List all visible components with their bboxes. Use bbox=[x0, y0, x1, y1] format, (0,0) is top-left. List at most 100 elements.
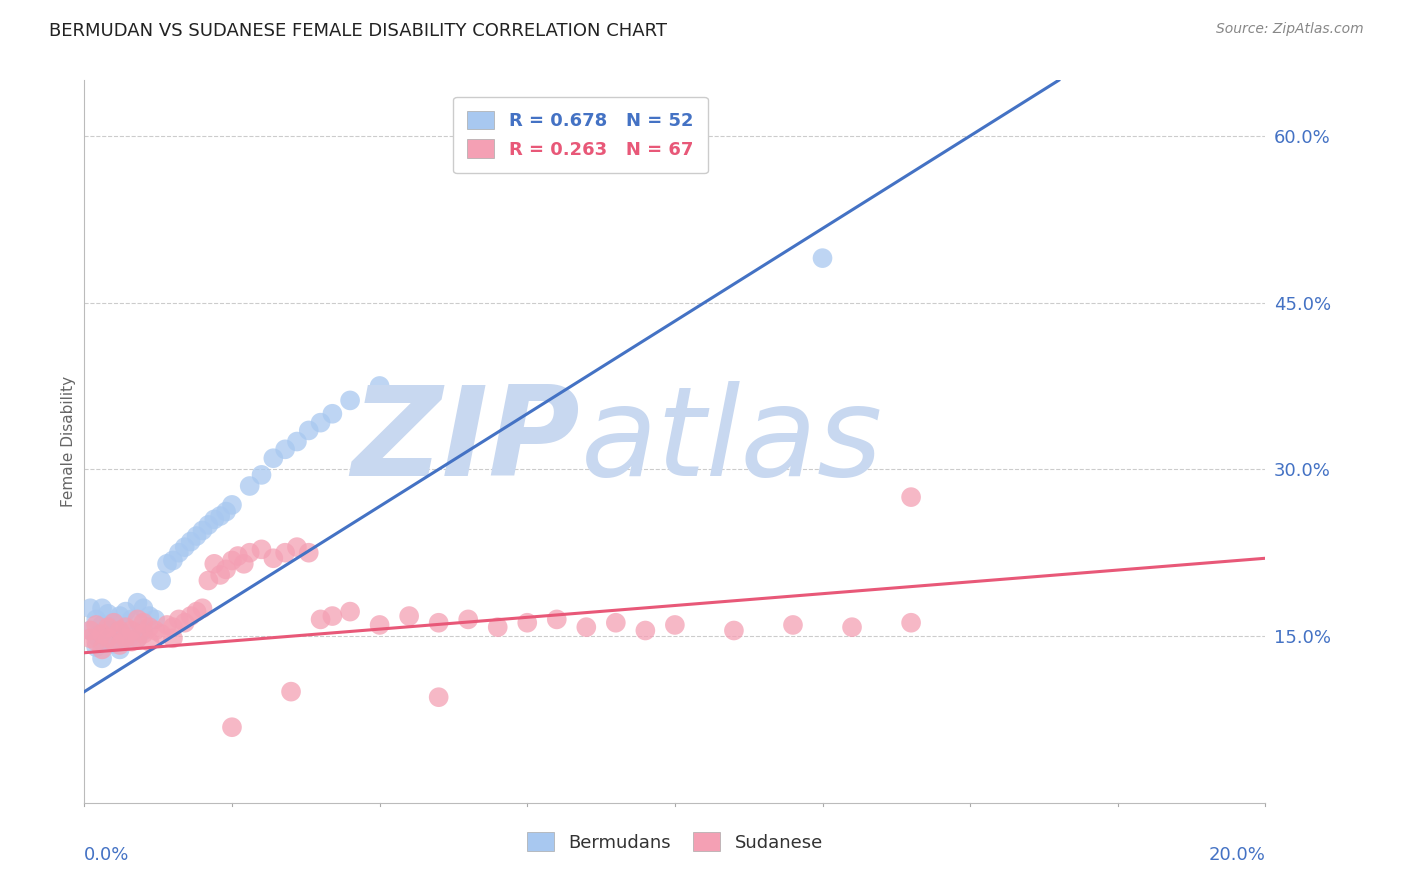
Point bbox=[132, 601, 155, 615]
Point bbox=[634, 624, 657, 638]
Point bbox=[84, 634, 107, 648]
Point bbox=[782, 618, 804, 632]
Point bbox=[138, 620, 160, 634]
Point bbox=[274, 442, 297, 457]
Point bbox=[114, 634, 136, 648]
Point bbox=[173, 540, 195, 554]
Point bbox=[221, 720, 243, 734]
Point bbox=[186, 529, 208, 543]
Point bbox=[97, 632, 120, 646]
Point bbox=[427, 690, 450, 705]
Point bbox=[285, 540, 308, 554]
Point bbox=[103, 624, 125, 638]
Point bbox=[285, 434, 308, 449]
Point bbox=[197, 574, 219, 588]
Point bbox=[150, 574, 173, 588]
Point bbox=[103, 615, 125, 630]
Point bbox=[97, 607, 120, 621]
Point bbox=[143, 612, 166, 626]
Text: Source: ZipAtlas.com: Source: ZipAtlas.com bbox=[1216, 22, 1364, 37]
Point bbox=[156, 557, 179, 571]
Point bbox=[232, 557, 254, 571]
Point bbox=[427, 615, 450, 630]
Point bbox=[900, 490, 922, 504]
Point bbox=[167, 546, 190, 560]
Point bbox=[239, 546, 262, 560]
Point bbox=[239, 479, 262, 493]
Point bbox=[221, 553, 243, 567]
Point bbox=[156, 618, 179, 632]
Point bbox=[209, 508, 232, 523]
Point bbox=[91, 601, 114, 615]
Point bbox=[309, 416, 332, 430]
Point bbox=[97, 620, 120, 634]
Point bbox=[138, 609, 160, 624]
Point bbox=[274, 546, 297, 560]
Point bbox=[321, 609, 343, 624]
Point bbox=[108, 609, 131, 624]
Point bbox=[162, 553, 184, 567]
Point bbox=[339, 605, 361, 619]
Point bbox=[91, 634, 114, 648]
Y-axis label: Female Disability: Female Disability bbox=[60, 376, 76, 508]
Point bbox=[811, 251, 834, 265]
Point bbox=[108, 638, 131, 652]
Point bbox=[486, 620, 509, 634]
Point bbox=[91, 618, 114, 632]
Point bbox=[138, 634, 160, 648]
Point bbox=[79, 601, 101, 615]
Point bbox=[250, 542, 273, 557]
Point bbox=[900, 615, 922, 630]
Point bbox=[108, 624, 131, 638]
Point bbox=[127, 596, 149, 610]
Point bbox=[221, 498, 243, 512]
Point bbox=[114, 605, 136, 619]
Point bbox=[79, 632, 101, 646]
Point bbox=[167, 612, 190, 626]
Point bbox=[180, 609, 202, 624]
Point bbox=[150, 627, 173, 641]
Point bbox=[605, 615, 627, 630]
Point bbox=[143, 624, 166, 638]
Point bbox=[79, 624, 101, 638]
Text: atlas: atlas bbox=[581, 381, 883, 502]
Point bbox=[121, 624, 143, 638]
Point bbox=[91, 651, 114, 665]
Point bbox=[398, 609, 420, 624]
Point bbox=[202, 557, 225, 571]
Point bbox=[84, 618, 107, 632]
Point bbox=[202, 512, 225, 526]
Text: ZIP: ZIP bbox=[352, 381, 581, 502]
Point bbox=[97, 624, 120, 638]
Point bbox=[546, 612, 568, 626]
Point bbox=[191, 524, 214, 538]
Point bbox=[298, 546, 321, 560]
Point bbox=[298, 424, 321, 438]
Point bbox=[79, 624, 101, 638]
Point bbox=[121, 612, 143, 626]
Point bbox=[97, 632, 120, 646]
Text: 0.0%: 0.0% bbox=[84, 847, 129, 864]
Point bbox=[339, 393, 361, 408]
Point bbox=[262, 551, 284, 566]
Point bbox=[108, 627, 131, 641]
Legend: Bermudans, Sudanese: Bermudans, Sudanese bbox=[520, 825, 830, 859]
Point bbox=[262, 451, 284, 466]
Point bbox=[103, 637, 125, 651]
Point bbox=[321, 407, 343, 421]
Point bbox=[132, 615, 155, 630]
Point bbox=[209, 568, 232, 582]
Point bbox=[575, 620, 598, 634]
Text: 20.0%: 20.0% bbox=[1209, 847, 1265, 864]
Point bbox=[91, 627, 114, 641]
Point bbox=[132, 627, 155, 641]
Point bbox=[132, 624, 155, 638]
Point bbox=[457, 612, 479, 626]
Point bbox=[127, 632, 149, 646]
Point bbox=[162, 632, 184, 646]
Point bbox=[84, 612, 107, 626]
Point bbox=[114, 632, 136, 646]
Point bbox=[664, 618, 686, 632]
Point bbox=[103, 634, 125, 648]
Point bbox=[162, 620, 184, 634]
